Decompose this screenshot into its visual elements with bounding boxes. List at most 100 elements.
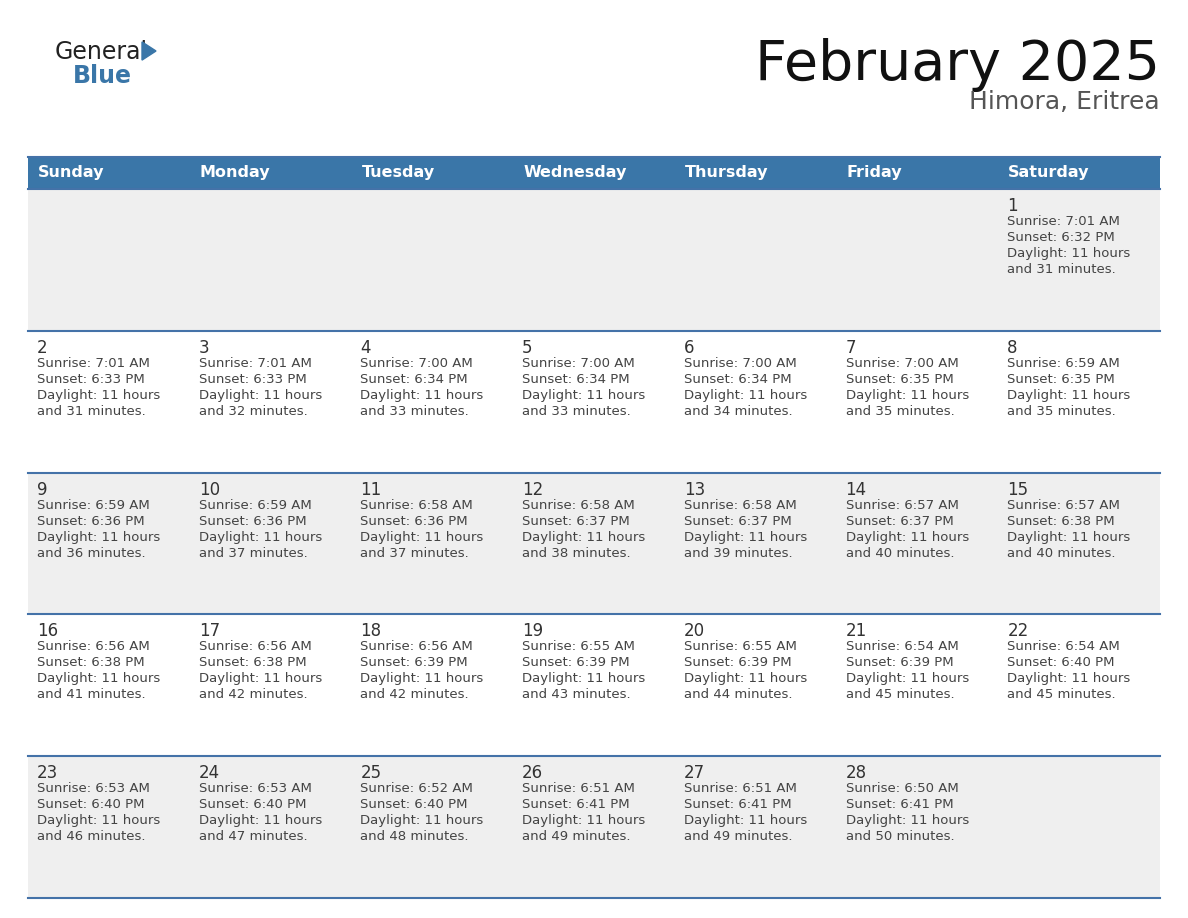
Text: Sunrise: 6:54 AM: Sunrise: 6:54 AM [1007, 641, 1120, 654]
Bar [190, 157, 352, 189]
Text: Sunset: 6:41 PM: Sunset: 6:41 PM [523, 798, 630, 812]
Text: 1: 1 [1007, 197, 1018, 215]
Text: 7: 7 [846, 339, 857, 357]
Text: Saturday: Saturday [1009, 165, 1089, 181]
Text: Daylight: 11 hours: Daylight: 11 hours [523, 531, 645, 543]
Text: and 33 minutes.: and 33 minutes. [360, 405, 469, 418]
Text: Daylight: 11 hours: Daylight: 11 hours [1007, 531, 1131, 543]
Text: 13: 13 [684, 481, 706, 498]
Text: February 2025: February 2025 [756, 38, 1159, 92]
Text: Daylight: 11 hours: Daylight: 11 hours [1007, 672, 1131, 686]
Text: Daylight: 11 hours: Daylight: 11 hours [846, 672, 969, 686]
Text: 16: 16 [37, 622, 58, 641]
Text: 23: 23 [37, 764, 58, 782]
Bar [29, 189, 1159, 330]
Text: Sunrise: 6:50 AM: Sunrise: 6:50 AM [846, 782, 959, 795]
Text: Daylight: 11 hours: Daylight: 11 hours [198, 389, 322, 402]
Text: Sunrise: 6:57 AM: Sunrise: 6:57 AM [1007, 498, 1120, 511]
Text: 14: 14 [846, 481, 867, 498]
Bar [998, 157, 1159, 189]
Text: 10: 10 [198, 481, 220, 498]
Text: Sunset: 6:36 PM: Sunset: 6:36 PM [37, 515, 145, 528]
Text: Sunrise: 7:00 AM: Sunrise: 7:00 AM [360, 357, 473, 370]
Text: and 44 minutes.: and 44 minutes. [684, 688, 792, 701]
Text: Daylight: 11 hours: Daylight: 11 hours [37, 389, 160, 402]
Text: Daylight: 11 hours: Daylight: 11 hours [523, 389, 645, 402]
Text: Sunrise: 6:58 AM: Sunrise: 6:58 AM [360, 498, 473, 511]
Text: Daylight: 11 hours: Daylight: 11 hours [198, 672, 322, 686]
Bar [675, 157, 836, 189]
Text: Daylight: 11 hours: Daylight: 11 hours [1007, 247, 1131, 260]
Text: and 37 minutes.: and 37 minutes. [360, 546, 469, 560]
Text: Thursday: Thursday [684, 165, 769, 181]
Text: 18: 18 [360, 622, 381, 641]
Text: Daylight: 11 hours: Daylight: 11 hours [360, 814, 484, 827]
Text: Friday: Friday [847, 165, 902, 181]
Text: 21: 21 [846, 622, 867, 641]
Text: and 40 minutes.: and 40 minutes. [1007, 546, 1116, 560]
Text: and 40 minutes.: and 40 minutes. [846, 546, 954, 560]
Text: Daylight: 11 hours: Daylight: 11 hours [37, 531, 160, 543]
Text: 25: 25 [360, 764, 381, 782]
Text: Tuesday: Tuesday [361, 165, 435, 181]
Text: 3: 3 [198, 339, 209, 357]
Bar [29, 157, 190, 189]
Text: Daylight: 11 hours: Daylight: 11 hours [198, 531, 322, 543]
Text: Wednesday: Wednesday [523, 165, 626, 181]
Text: and 31 minutes.: and 31 minutes. [1007, 263, 1116, 276]
Bar [352, 157, 513, 189]
Text: Sunset: 6:41 PM: Sunset: 6:41 PM [684, 798, 791, 812]
Text: Sunset: 6:36 PM: Sunset: 6:36 PM [360, 515, 468, 528]
Polygon shape [143, 42, 156, 60]
Text: Sunset: 6:39 PM: Sunset: 6:39 PM [523, 656, 630, 669]
Bar [29, 756, 1159, 898]
Text: Daylight: 11 hours: Daylight: 11 hours [198, 814, 322, 827]
Text: 8: 8 [1007, 339, 1018, 357]
Text: and 42 minutes.: and 42 minutes. [360, 688, 469, 701]
Text: Sunset: 6:40 PM: Sunset: 6:40 PM [1007, 656, 1114, 669]
Text: Sunset: 6:37 PM: Sunset: 6:37 PM [846, 515, 953, 528]
Text: Sunrise: 7:00 AM: Sunrise: 7:00 AM [523, 357, 634, 370]
Text: 22: 22 [1007, 622, 1029, 641]
Text: 24: 24 [198, 764, 220, 782]
Bar [29, 614, 1159, 756]
Text: and 46 minutes.: and 46 minutes. [37, 830, 145, 844]
Text: Daylight: 11 hours: Daylight: 11 hours [684, 814, 807, 827]
Text: 9: 9 [37, 481, 48, 498]
Text: Sunrise: 6:53 AM: Sunrise: 6:53 AM [198, 782, 311, 795]
Text: Himora, Eritrea: Himora, Eritrea [969, 90, 1159, 114]
Text: Daylight: 11 hours: Daylight: 11 hours [684, 531, 807, 543]
Text: Sunrise: 6:54 AM: Sunrise: 6:54 AM [846, 641, 959, 654]
Text: Daylight: 11 hours: Daylight: 11 hours [846, 531, 969, 543]
Text: Sunrise: 6:51 AM: Sunrise: 6:51 AM [523, 782, 636, 795]
Text: Sunrise: 6:55 AM: Sunrise: 6:55 AM [523, 641, 636, 654]
Text: and 42 minutes.: and 42 minutes. [198, 688, 308, 701]
Text: Sunrise: 7:01 AM: Sunrise: 7:01 AM [198, 357, 311, 370]
Text: and 34 minutes.: and 34 minutes. [684, 405, 792, 418]
Text: and 37 minutes.: and 37 minutes. [198, 546, 308, 560]
Text: Sunset: 6:35 PM: Sunset: 6:35 PM [846, 373, 953, 386]
Text: Monday: Monday [200, 165, 271, 181]
Text: and 50 minutes.: and 50 minutes. [846, 830, 954, 844]
Text: Sunset: 6:33 PM: Sunset: 6:33 PM [37, 373, 145, 386]
Text: 26: 26 [523, 764, 543, 782]
Text: Sunrise: 7:01 AM: Sunrise: 7:01 AM [37, 357, 150, 370]
Text: Sunset: 6:34 PM: Sunset: 6:34 PM [684, 373, 791, 386]
Text: Sunset: 6:38 PM: Sunset: 6:38 PM [37, 656, 145, 669]
Bar [29, 473, 1159, 614]
Text: Daylight: 11 hours: Daylight: 11 hours [360, 531, 484, 543]
Text: Sunrise: 6:56 AM: Sunrise: 6:56 AM [198, 641, 311, 654]
Text: and 32 minutes.: and 32 minutes. [198, 405, 308, 418]
Text: Sunrise: 7:00 AM: Sunrise: 7:00 AM [684, 357, 797, 370]
Text: and 38 minutes.: and 38 minutes. [523, 546, 631, 560]
Text: Sunrise: 6:52 AM: Sunrise: 6:52 AM [360, 782, 473, 795]
Text: 27: 27 [684, 764, 704, 782]
Text: and 48 minutes.: and 48 minutes. [360, 830, 469, 844]
Text: and 39 minutes.: and 39 minutes. [684, 546, 792, 560]
Text: Sunset: 6:41 PM: Sunset: 6:41 PM [846, 798, 953, 812]
Text: and 43 minutes.: and 43 minutes. [523, 688, 631, 701]
Text: Sunset: 6:34 PM: Sunset: 6:34 PM [360, 373, 468, 386]
Text: Sunset: 6:40 PM: Sunset: 6:40 PM [37, 798, 145, 812]
Text: 15: 15 [1007, 481, 1029, 498]
Text: and 31 minutes.: and 31 minutes. [37, 405, 146, 418]
